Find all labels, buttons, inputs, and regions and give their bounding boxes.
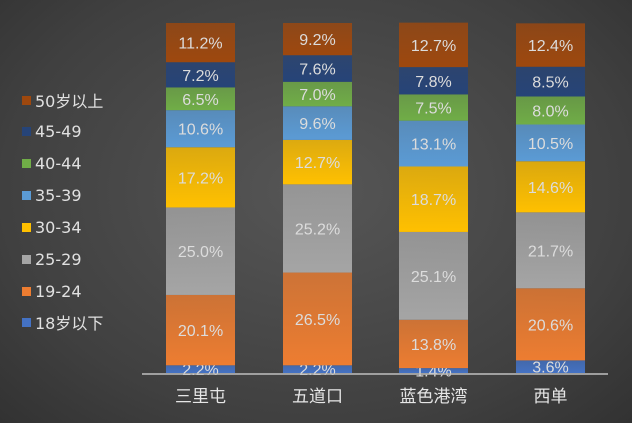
data-label: 8.5% — [532, 75, 568, 92]
data-label: 14.6% — [528, 180, 573, 197]
bar-segment — [283, 106, 352, 140]
legend-label: 25-29 — [35, 249, 82, 269]
legend-swatch — [22, 126, 31, 136]
bar-segment — [283, 23, 352, 56]
bar-segment — [516, 124, 585, 162]
bar-segment — [283, 55, 352, 82]
data-label: 21.7% — [528, 243, 573, 260]
bar-segment — [283, 139, 352, 185]
x-tick-label: 五道口 — [292, 387, 343, 407]
bar-segment — [166, 147, 235, 208]
legend-swatch — [22, 158, 31, 168]
legend-swatch — [22, 254, 31, 264]
data-label: 12.4% — [528, 38, 573, 55]
bar-segment — [516, 288, 585, 361]
legend-item: 45-49 — [22, 121, 82, 141]
data-label: 26.5% — [295, 312, 340, 329]
bar-segment — [399, 67, 468, 95]
data-label: 6.5% — [182, 92, 218, 109]
data-label: 13.1% — [411, 137, 456, 154]
x-tick-label: 蓝色港湾 — [400, 387, 468, 407]
data-label: 11.2% — [178, 36, 222, 53]
bar-segment — [166, 23, 235, 63]
data-label: 10.5% — [528, 136, 573, 153]
legend-label: 30-34 — [35, 217, 82, 237]
data-label: 7.8% — [415, 74, 451, 91]
bar-segment — [166, 294, 235, 366]
data-label: 12.7% — [411, 38, 456, 55]
data-label: 18.7% — [411, 192, 456, 209]
bar-segment — [166, 207, 235, 295]
bar-segment — [399, 94, 468, 121]
bar-segment — [399, 120, 468, 167]
bar-segment — [166, 110, 235, 148]
legend-label: 35-39 — [35, 185, 82, 205]
legend-item: 25-29 — [22, 249, 82, 269]
bar-segment — [399, 231, 468, 320]
data-label: 9.6% — [299, 116, 335, 133]
data-label: 7.0% — [299, 87, 335, 104]
legend-swatch — [22, 317, 31, 327]
data-label: 2.2% — [299, 362, 335, 379]
data-label: 12.7% — [295, 155, 340, 172]
bar-segment — [516, 360, 585, 373]
legend-swatch — [22, 95, 31, 105]
legend-label: 19-24 — [35, 281, 82, 301]
legend-item: 35-39 — [22, 185, 82, 205]
bar-segment — [516, 23, 585, 67]
legend-label: 50岁以上 — [35, 92, 104, 111]
data-label: 20.6% — [528, 317, 573, 334]
data-label: 7.2% — [182, 68, 218, 85]
bar-segment — [516, 66, 585, 97]
data-label: 25.2% — [295, 221, 340, 238]
data-label: 25.1% — [411, 269, 456, 286]
data-label: 13.8% — [411, 337, 456, 354]
legend-item: 30-34 — [22, 217, 82, 237]
bar-segment — [283, 365, 352, 373]
x-tick-label: 西单 — [534, 387, 568, 407]
legend-label: 18岁以下 — [35, 314, 104, 333]
data-label: 9.2% — [299, 32, 335, 49]
bar-segment — [399, 166, 468, 232]
bar-segment — [399, 368, 468, 373]
legend-swatch — [22, 286, 31, 296]
bar-segment — [283, 272, 352, 366]
data-label: 17.2% — [178, 170, 223, 187]
data-label: 2.2% — [182, 362, 218, 379]
bar-segment — [516, 161, 585, 213]
data-label: 20.1% — [178, 323, 223, 340]
bar-segment — [399, 22, 468, 68]
data-label: 8.0% — [532, 104, 568, 121]
bar-segment — [283, 184, 352, 273]
bar-segment — [516, 96, 585, 125]
data-label: 25.0% — [178, 244, 223, 261]
legend-item: 19-24 — [22, 281, 82, 301]
legend-label: 45-49 — [35, 121, 82, 141]
bar-segment — [399, 319, 468, 369]
legend-item: 50岁以上 — [22, 90, 104, 111]
data-label: 7.6% — [299, 62, 335, 79]
bar-segment — [283, 81, 352, 107]
data-label: 3.6% — [532, 360, 568, 377]
data-label: 10.6% — [178, 122, 223, 139]
bar-segment — [166, 365, 235, 373]
legend-item: 18岁以下 — [22, 312, 104, 333]
bar-segment — [166, 87, 235, 111]
legend-swatch — [22, 222, 31, 232]
legend-label: 40-44 — [35, 153, 82, 173]
data-label: 7.5% — [415, 101, 451, 118]
legend-swatch — [22, 190, 31, 200]
bar-segment — [516, 212, 585, 289]
bar-segment — [166, 62, 235, 88]
x-tick-label: 三里屯 — [175, 387, 226, 407]
legend-item: 40-44 — [22, 153, 82, 173]
